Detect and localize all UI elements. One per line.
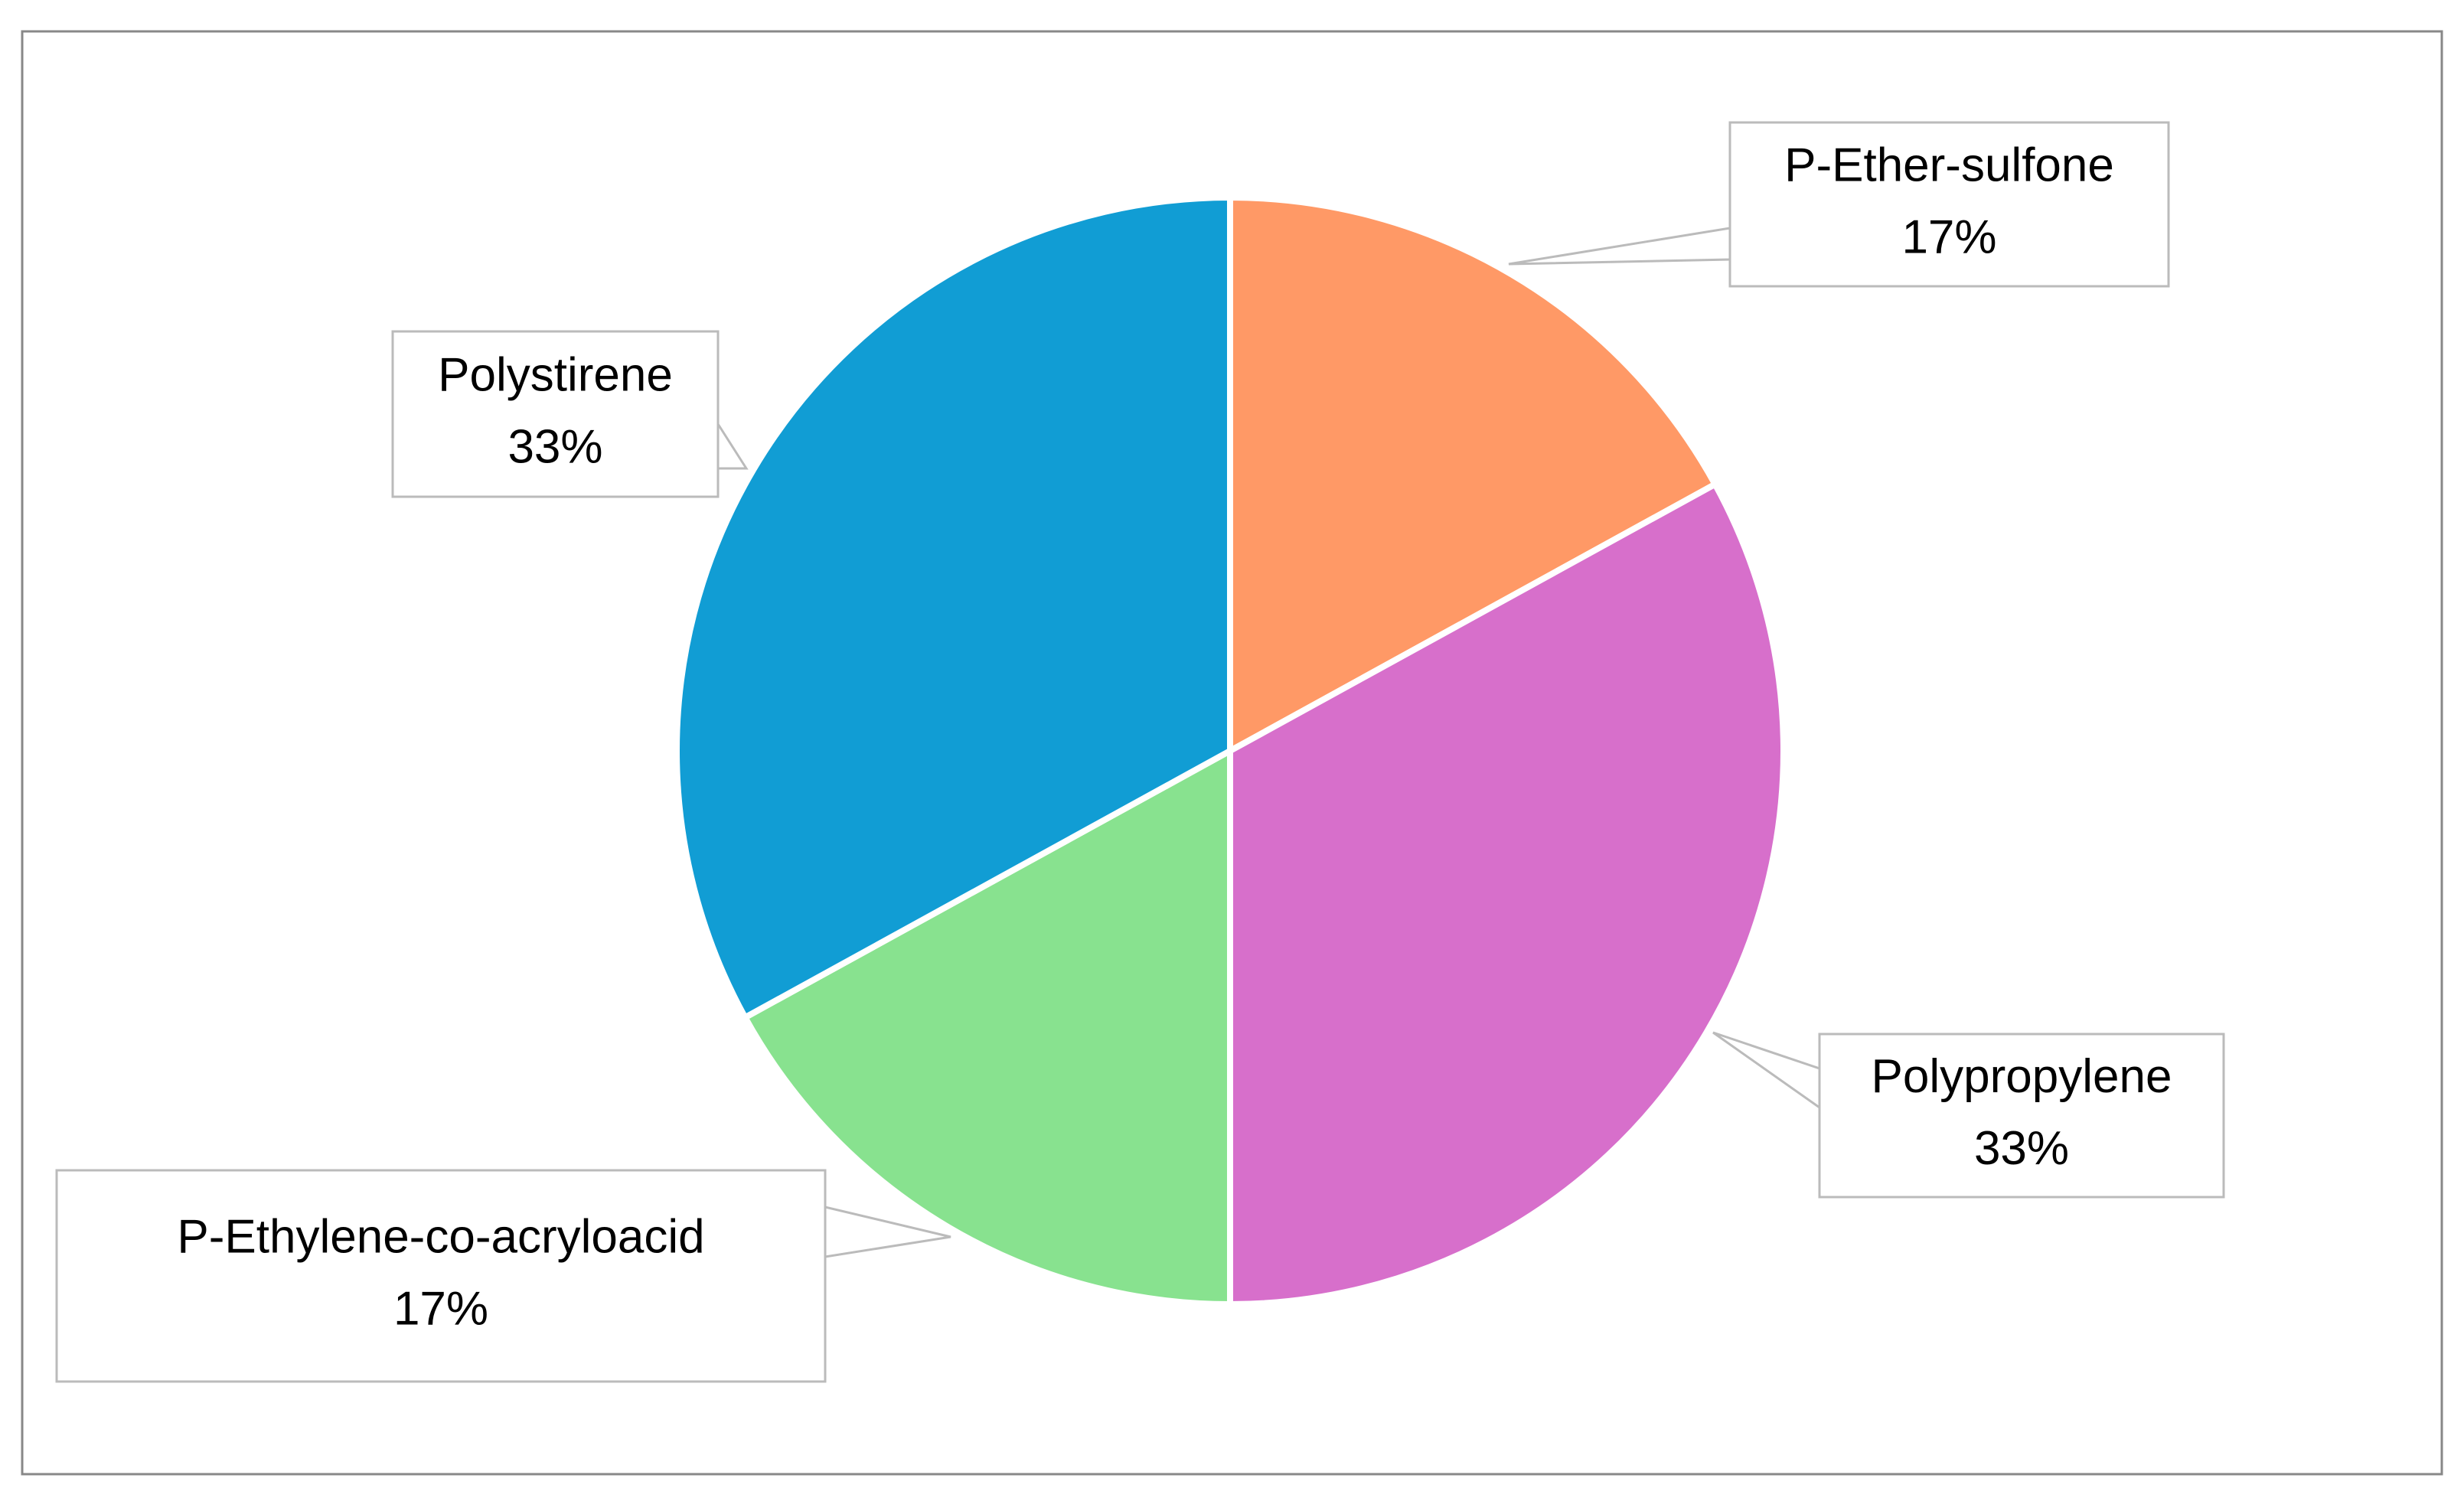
slice-label: Polystirene bbox=[438, 348, 673, 401]
slice-value-label: 33% bbox=[507, 420, 602, 473]
callout-box bbox=[1818, 1033, 2225, 1199]
slice-value-label: 17% bbox=[1901, 210, 1996, 263]
pie-slice bbox=[1227, 481, 1787, 1307]
pie-slice bbox=[674, 194, 1233, 1021]
slice-label: Polypropylene bbox=[1872, 1050, 2172, 1103]
slice-value-label: 17% bbox=[393, 1282, 488, 1335]
pie-slice bbox=[1227, 194, 1718, 754]
callout-box bbox=[1728, 121, 2170, 288]
slice-label: P-Ether-sulfone bbox=[1784, 139, 2114, 191]
callout-box bbox=[55, 1169, 827, 1383]
callout-box bbox=[391, 330, 720, 498]
slice-value-label: 33% bbox=[1974, 1122, 2069, 1175]
slice-label: P-Ethylene-co-acryloacid bbox=[177, 1210, 704, 1263]
pie-slice bbox=[742, 748, 1233, 1307]
